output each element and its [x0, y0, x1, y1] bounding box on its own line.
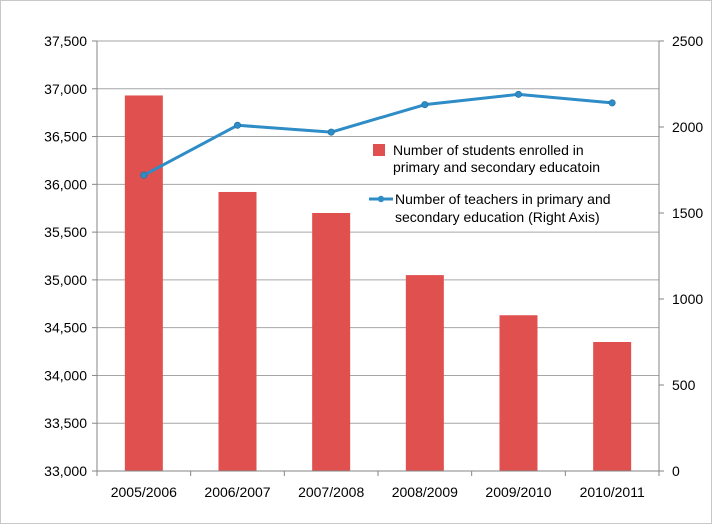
left-tick-label-4: 35,000 [44, 272, 87, 288]
teachers-line [143, 92, 613, 177]
x-tick-label-5: 2010/2011 [580, 484, 645, 500]
x-axis-tick-labels: 2005/2006 2006/2007 2007/2008 2008/2009 2009… [111, 484, 645, 500]
bar-2010/2011 [593, 342, 632, 471]
left-tick-label-1: 33,500 [44, 415, 87, 431]
x-tick-label-1: 2006/2007 [204, 484, 270, 500]
teachers-point-2008/2009 [421, 101, 429, 109]
gridlines [97, 40, 659, 424]
left-tick-label-7: 36,500 [44, 129, 87, 145]
left-tick-label-8: 37,000 [44, 81, 87, 97]
teachers-point-2007/2008 [327, 128, 335, 136]
legend: Number of students enrolled in primary a… [369, 142, 611, 225]
left-axis-tick-labels: 33,000 33,500 34,000 34,500 35,000 35,500 36,0… [44, 33, 87, 479]
bar-2007/2008 [312, 213, 351, 471]
left-tick-label-9: 37,500 [44, 33, 87, 49]
x-tick-label-3: 2008/2009 [392, 484, 458, 500]
right-tick-label-0: 0 [672, 463, 680, 479]
x-tick-label-0: 2005/2006 [111, 484, 177, 500]
axes [92, 40, 664, 476]
teachers-point-2005/2006 [140, 171, 148, 179]
x-tick-label-2: 2007/2008 [298, 484, 364, 500]
legend-swatch-bar [373, 144, 385, 156]
bar-2008/2009 [405, 275, 444, 471]
bar-series-students [124, 95, 632, 471]
legend-swatch-line-marker [377, 195, 385, 203]
legend-label-bar-line1: Number of students enrolled in [393, 142, 584, 158]
bar-2006/2007 [218, 191, 257, 471]
right-tick-label-1: 500 [672, 377, 696, 393]
line-series-teachers [140, 90, 616, 179]
left-tick-label-3: 34,500 [44, 320, 87, 336]
x-tick-label-4: 2009/2010 [485, 484, 551, 500]
legend-label-bar-line2: primary and secondary educatoin [393, 159, 600, 175]
bar-2005/2006 [124, 95, 163, 471]
right-tick-label-2: 1000 [672, 291, 703, 307]
left-tick-label-6: 36,000 [44, 176, 87, 192]
teachers-point-2006/2007 [234, 121, 242, 129]
legend-label-line-line1: Number of teachers in primary and [395, 191, 611, 207]
right-tick-label-3: 1500 [672, 205, 703, 221]
legend-label-line-line2: secondary education (Right Axis) [395, 209, 600, 225]
left-tick-label-5: 35,500 [44, 224, 87, 240]
bar-2009/2010 [499, 315, 538, 471]
left-tick-label-0: 33,000 [44, 463, 87, 479]
teachers-point-2009/2010 [514, 90, 522, 98]
right-tick-label-4: 2000 [672, 119, 703, 135]
teachers-point-2010/2011 [608, 99, 616, 107]
right-axis-tick-labels: 0 500 1000 1500 2000 2500 [672, 33, 703, 479]
left-tick-label-2: 34,000 [44, 367, 87, 383]
right-tick-label-5: 2500 [672, 33, 703, 49]
